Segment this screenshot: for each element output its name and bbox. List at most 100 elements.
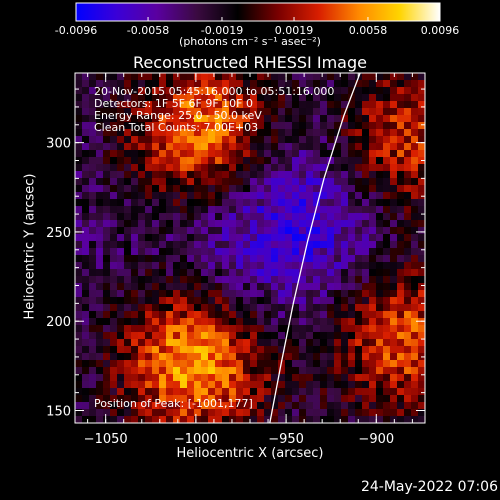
heatmap-cell: [89, 199, 97, 207]
heatmap-cell: [166, 339, 174, 347]
heatmap-cell: [166, 192, 174, 200]
heatmap-cell: [355, 171, 363, 179]
heatmap-cell: [313, 353, 321, 361]
heatmap-cell: [397, 206, 405, 214]
heatmap-cell: [229, 87, 237, 95]
heatmap-cell: [390, 381, 398, 389]
annotation-detectors: Detectors: 1F 5F 6F 9F 10F 0: [94, 97, 253, 110]
heatmap-cell: [75, 276, 83, 284]
heatmap-cell: [264, 297, 272, 305]
heatmap-cell: [348, 388, 356, 396]
heatmap-cell: [187, 157, 195, 165]
heatmap-cell: [201, 367, 209, 375]
heatmap-cell: [390, 122, 398, 130]
heatmap-cell: [313, 395, 321, 403]
heatmap-cell: [362, 122, 370, 130]
heatmap-cell: [166, 367, 174, 375]
heatmap-cell: [187, 339, 195, 347]
heatmap-cell: [257, 178, 265, 186]
heatmap-cell: [264, 325, 272, 333]
heatmap-cell: [82, 94, 90, 102]
heatmap-cell: [110, 283, 118, 291]
heatmap-cell: [383, 241, 391, 249]
heatmap-cell: [131, 185, 139, 193]
heatmap-cell: [173, 143, 181, 151]
heatmap-cell: [215, 241, 223, 249]
heatmap-cell: [166, 325, 174, 333]
heatmap-cell: [138, 311, 146, 319]
heatmap-cell: [404, 311, 412, 319]
heatmap-cell: [418, 206, 426, 214]
heatmap-cell: [313, 297, 321, 305]
heatmap-cell: [124, 73, 132, 81]
heatmap-cell: [89, 325, 97, 333]
heatmap-cell: [313, 192, 321, 200]
heatmap-cell: [180, 199, 188, 207]
heatmap-cell: [341, 339, 349, 347]
heatmap-cell: [285, 381, 293, 389]
heatmap-cell: [145, 108, 153, 116]
heatmap-cell: [117, 353, 125, 361]
heatmap-cell: [292, 332, 300, 340]
heatmap-cell: [173, 339, 181, 347]
heatmap-cell: [152, 199, 160, 207]
heatmap-cell: [418, 304, 426, 312]
heatmap-cell: [110, 416, 118, 424]
heatmap-cell: [215, 367, 223, 375]
heatmap-cell: [243, 297, 251, 305]
heatmap-cell: [278, 73, 286, 81]
heatmap-cell: [159, 178, 167, 186]
heatmap-cell: [383, 80, 391, 88]
heatmap-cell: [313, 290, 321, 298]
heatmap-cell: [243, 115, 251, 123]
heatmap-cell: [124, 325, 132, 333]
heatmap-cell: [404, 353, 412, 361]
heatmap-cell: [180, 262, 188, 270]
heatmap-cell: [187, 101, 195, 109]
heatmap-cell: [404, 213, 412, 221]
heatmap-cell: [75, 339, 83, 347]
heatmap-cell: [348, 241, 356, 249]
heatmap-cell: [404, 234, 412, 242]
heatmap-cell: [215, 136, 223, 144]
heatmap-cell: [334, 255, 342, 263]
heatmap-cell: [369, 241, 377, 249]
heatmap-cell: [75, 150, 83, 158]
heatmap-cell: [418, 325, 426, 333]
heatmap-cell: [117, 192, 125, 200]
heatmap-cell: [306, 409, 314, 417]
heatmap-cell: [271, 339, 279, 347]
heatmap-cell: [222, 262, 230, 270]
heatmap-cell: [299, 171, 307, 179]
heatmap-cell: [236, 248, 244, 256]
heatmap-cell: [89, 136, 97, 144]
heatmap-cell: [369, 402, 377, 410]
heatmap-cell: [222, 171, 230, 179]
heatmap-cell: [208, 171, 216, 179]
heatmap-cell: [306, 199, 314, 207]
heatmap-cell: [362, 395, 370, 403]
heatmap-cell: [89, 297, 97, 305]
heatmap-cell: [187, 122, 195, 130]
heatmap-cell: [264, 255, 272, 263]
heatmap-cell: [383, 206, 391, 214]
heatmap-cell: [145, 122, 153, 130]
heatmap-cell: [201, 94, 209, 102]
heatmap-cell: [320, 304, 328, 312]
heatmap-cell: [320, 94, 328, 102]
heatmap-cell: [271, 283, 279, 291]
heatmap-cell: [138, 101, 146, 109]
heatmap-cell: [117, 311, 125, 319]
heatmap-cell: [285, 290, 293, 298]
heatmap-cell: [292, 374, 300, 382]
heatmap-cell: [327, 129, 335, 137]
heatmap-cell: [82, 87, 90, 95]
heatmap-cell: [194, 178, 202, 186]
heatmap-cell: [103, 381, 111, 389]
heatmap-cell: [180, 283, 188, 291]
heatmap-cell: [243, 311, 251, 319]
heatmap-cell: [334, 164, 342, 172]
heatmap-cell: [166, 171, 174, 179]
heatmap-cell: [110, 346, 118, 354]
heatmap-cell: [292, 346, 300, 354]
